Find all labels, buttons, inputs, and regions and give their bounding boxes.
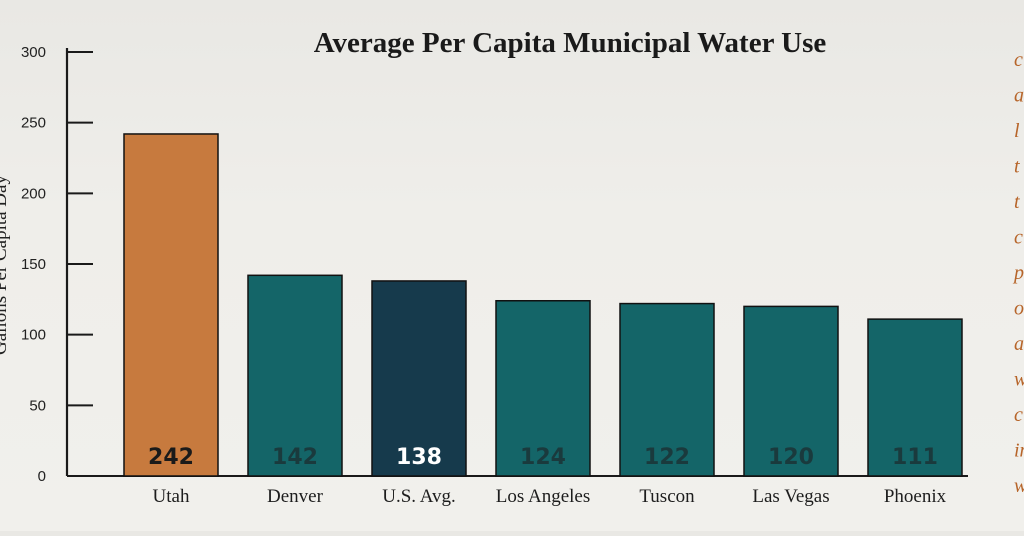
- bar-value-label: 142: [272, 445, 318, 470]
- y-tick-label: 100: [21, 327, 46, 344]
- side-text-letter: a: [1014, 333, 1024, 355]
- x-tick-label: Denver: [267, 486, 324, 507]
- side-text-letter: a: [1014, 85, 1024, 107]
- side-text-letter: t: [1014, 191, 1020, 213]
- side-text-letter: t: [1014, 156, 1020, 178]
- bars: 242 Utah 142 Denver 138 U.S. Avg. 124 Los Angel…: [123, 133, 963, 507]
- bar: [743, 305, 839, 477]
- x-tick-label: Las Vegas: [752, 486, 829, 507]
- side-text-letter: l: [1014, 120, 1020, 142]
- y-tick-label: 300: [21, 44, 46, 61]
- x-tick-label: Utah: [153, 486, 190, 507]
- side-text-letter: c: [1014, 227, 1023, 249]
- y-axis-label: Gallons Per Capita Day: [0, 175, 11, 355]
- bar-value-label: 138: [396, 445, 442, 470]
- y-tick-label: 200: [21, 185, 46, 202]
- bar: [495, 299, 591, 477]
- side-text-letter: o: [1014, 298, 1024, 320]
- side-text-letter: in: [1014, 440, 1024, 462]
- x-tick-label: Tuscon: [639, 486, 695, 507]
- side-text-letter: w: [1014, 369, 1024, 391]
- side-text-letter: c: [1014, 404, 1023, 426]
- side-text-fragment: calttcpoawcinw: [1012, 49, 1024, 497]
- x-tick-label: Los Angeles: [496, 486, 590, 507]
- side-text-letter: c: [1014, 49, 1023, 71]
- chart-title: Average Per Capita Municipal Water Use: [314, 27, 827, 59]
- bar-value-label: 111: [892, 445, 938, 470]
- bar-value-label: 242: [148, 445, 194, 470]
- bar: [123, 133, 219, 477]
- y-tick-label: 150: [21, 256, 46, 273]
- bar: [619, 302, 715, 477]
- side-text-letter: w: [1014, 475, 1024, 497]
- x-tick-label: Phoenix: [884, 486, 947, 507]
- x-tick-label: U.S. Avg.: [382, 486, 456, 507]
- y-tick-label: 50: [29, 397, 46, 414]
- bar: [867, 318, 963, 477]
- bar-value-label: 124: [520, 445, 566, 470]
- y-tick-label: 0: [38, 468, 46, 485]
- bar: [371, 280, 467, 477]
- side-text-letter: p: [1012, 262, 1024, 284]
- bar-value-label: 120: [768, 445, 814, 470]
- y-tick-label: 250: [21, 115, 46, 132]
- bar: [247, 274, 343, 477]
- bar-value-label: 122: [644, 445, 690, 470]
